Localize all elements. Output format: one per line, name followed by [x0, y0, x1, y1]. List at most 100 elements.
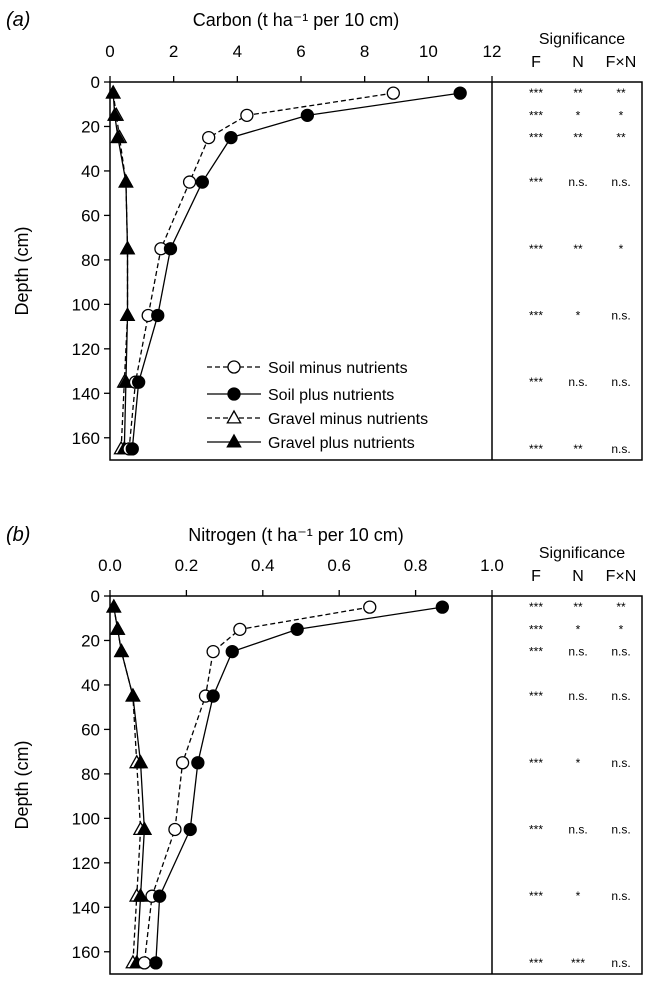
significance-cell: n.s.: [568, 175, 587, 189]
plot-frame: [109, 81, 643, 461]
significance-cell: n.s.: [611, 822, 630, 836]
data-point: [153, 889, 167, 903]
data-point: [132, 754, 149, 769]
significance-cell: ***: [529, 889, 543, 903]
data-point: [224, 130, 238, 145]
panel-label: (a): [6, 9, 30, 31]
significance-cell: **: [616, 131, 626, 145]
significance-cell: *: [619, 622, 624, 636]
y-tick-label: 40: [81, 162, 100, 181]
significance-cell: ***: [529, 108, 543, 122]
significance-cell: **: [573, 242, 583, 256]
data-point: [290, 622, 304, 637]
data-point: [202, 130, 216, 145]
data-point: [163, 242, 178, 256]
significance-cell: *: [576, 108, 581, 122]
data-point: [195, 175, 209, 189]
x-tick-label: 8: [360, 42, 369, 61]
legend-label: Soil plus nutrients: [268, 387, 394, 404]
x-axis-title: Nitrogen (t ha⁻¹ per 10 cm): [188, 525, 404, 545]
significance-cell: *: [619, 108, 624, 122]
significance-column-header: F×N: [606, 54, 637, 71]
data-point: [125, 442, 139, 456]
data-point: [240, 108, 254, 123]
significance-column-header: F: [531, 568, 541, 585]
y-axis-title: Depth (cm): [12, 226, 32, 315]
data-point: [225, 644, 239, 659]
data-point: [118, 173, 134, 188]
y-tick-label: 60: [81, 206, 100, 225]
significance-column-header: F×N: [606, 568, 637, 585]
x-tick-label: 0.8: [404, 556, 428, 575]
significance-cell: ***: [529, 131, 543, 145]
x-tick-label: 2: [169, 42, 178, 61]
significance-cell: ***: [529, 600, 543, 614]
significance-cell: n.s.: [611, 645, 630, 659]
significance-cell: **: [573, 131, 583, 145]
significance-cell: ***: [529, 375, 543, 389]
significance-cell: **: [616, 600, 626, 614]
x-tick-label: 10: [419, 42, 438, 61]
series-line-soil-minus-nutrients: [143, 606, 370, 963]
data-point: [119, 307, 136, 322]
x-tick-label: 0.2: [175, 556, 199, 575]
significance-cell: *: [576, 622, 581, 636]
significance-cell: *: [619, 242, 624, 256]
series-line-soil-plus-nutrients: [131, 92, 461, 449]
y-tick-label: 120: [72, 854, 100, 873]
y-tick-label: 140: [72, 384, 100, 403]
y-tick-label: 40: [81, 676, 100, 695]
significance-cell: n.s.: [611, 689, 630, 703]
significance-cell: ***: [529, 242, 543, 256]
legend-marker: [227, 387, 241, 401]
data-point: [363, 600, 377, 614]
significance-cell: ***: [529, 822, 543, 836]
data-point: [435, 600, 449, 614]
significance-cell: n.s.: [568, 645, 587, 659]
significance-column-header: F: [531, 54, 541, 71]
y-tick-label: 0: [91, 73, 100, 92]
data-point: [106, 598, 122, 613]
chart-panel-b: (b) Nitrogen (t ha⁻¹ per 10 cm) Depth (cm)…: [6, 524, 643, 975]
data-point: [125, 687, 141, 702]
significance-cell: ***: [571, 956, 585, 970]
y-tick-label: 100: [72, 809, 100, 828]
x-tick-label: 4: [233, 42, 242, 61]
y-tick-label: 20: [81, 117, 100, 136]
data-point: [300, 108, 315, 123]
y-tick-label: 100: [72, 295, 100, 314]
significance-cell: **: [616, 86, 626, 100]
data-point: [206, 689, 220, 703]
significance-cell: *: [576, 889, 581, 903]
y-tick-label: 0: [91, 587, 100, 606]
data-point: [132, 887, 149, 902]
significance-cell: n.s.: [611, 889, 630, 903]
significance-cell: ***: [529, 956, 543, 970]
data-point: [105, 84, 121, 99]
significance-cell: n.s.: [611, 956, 630, 970]
significance-cell: n.s.: [568, 822, 587, 836]
series-line-gravel-plus-nutrients: [112, 93, 129, 449]
y-tick-label: 140: [72, 898, 100, 917]
significance-column-header: N: [572, 568, 584, 585]
legend-label: Soil minus nutrients: [268, 360, 408, 377]
data-point: [110, 129, 126, 144]
chart-panel-a: (a) Carbon (t ha⁻¹ per 10 cm) Depth (cm) 0 2…: [6, 9, 643, 461]
significance-cell: ***: [529, 308, 543, 322]
significance-cell: **: [573, 86, 583, 100]
x-tick-label: 0.4: [251, 556, 275, 575]
x-tick-label: 0.6: [327, 556, 351, 575]
data-point: [131, 375, 146, 389]
plot-frame: [109, 595, 643, 975]
significance-cell: n.s.: [568, 375, 587, 389]
y-axis-title: Depth (cm): [12, 740, 32, 829]
significance-cell: n.s.: [611, 175, 630, 189]
significance-cell: n.s.: [568, 689, 587, 703]
data-point: [233, 622, 247, 637]
legend-label: Gravel minus nutrients: [268, 411, 428, 428]
significance-cell: ***: [529, 756, 543, 770]
significance-cell: ***: [529, 86, 543, 100]
data-point: [182, 175, 197, 189]
significance-cell: ***: [529, 689, 543, 703]
